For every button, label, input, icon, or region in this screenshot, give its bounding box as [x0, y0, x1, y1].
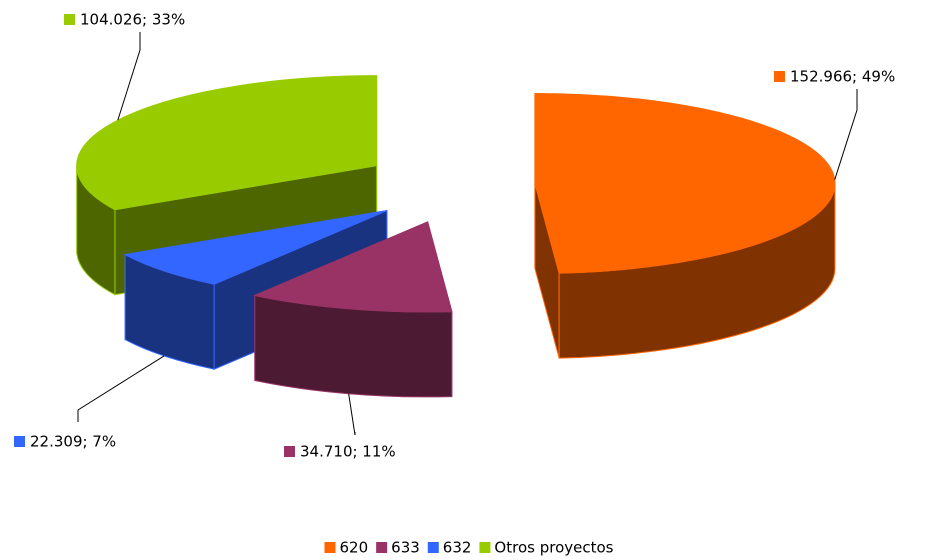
legend-swatch [376, 542, 388, 553]
data-label: 152.966; 49% [790, 68, 895, 86]
legend-swatch [479, 542, 491, 553]
label-swatch [284, 446, 295, 457]
legend-label: 620 [340, 539, 369, 557]
legend-label: Otros proyectos [494, 539, 613, 557]
leader-line [834, 89, 858, 180]
slice-top [253, 221, 453, 313]
legend-swatch [324, 542, 336, 553]
legend-label: 632 [443, 539, 472, 557]
label-swatch [64, 14, 75, 25]
slice [253, 221, 453, 398]
slice-top [123, 210, 388, 285]
legend: 620 633 632 Otros proyectos [324, 539, 614, 557]
leader-line [348, 393, 356, 436]
label-swatch [774, 71, 785, 82]
leader-line [117, 32, 141, 121]
leader-line [77, 355, 165, 422]
data-label: 34.710; 11% [300, 443, 396, 461]
slice [534, 92, 836, 359]
data-label: 22.309; 7% [30, 433, 116, 451]
label-swatch [14, 436, 25, 447]
legend-label: 633 [391, 539, 420, 557]
data-label: 104.026; 33% [80, 11, 185, 29]
legend-swatch [427, 542, 439, 553]
